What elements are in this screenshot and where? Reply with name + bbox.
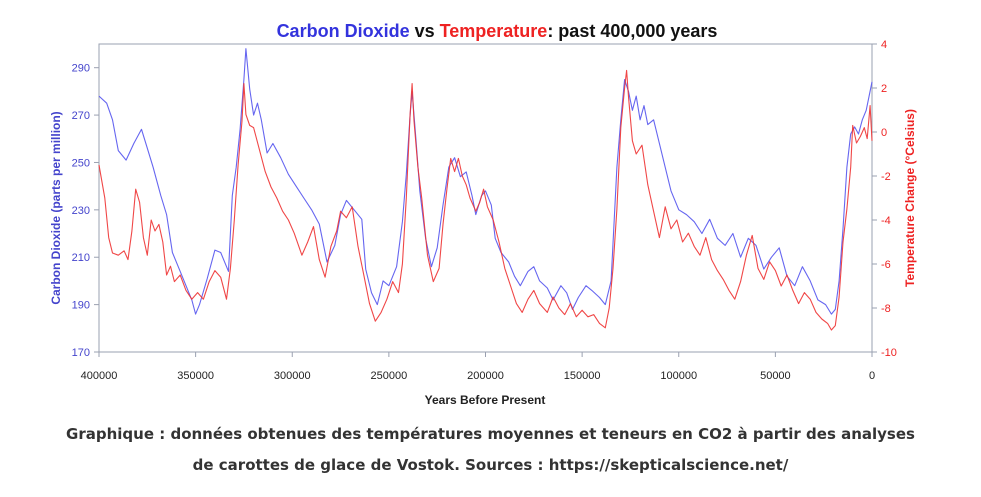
x-tick-label: 0: [869, 370, 875, 382]
title-part: Temperature: [440, 21, 548, 41]
x-tick-label: 300000: [274, 370, 311, 382]
x-tick-label: 150000: [564, 370, 601, 382]
x-tick-label: 100000: [660, 370, 697, 382]
x-axis-ticks: 400000 350000 300000 250000 200000 150000 1000…: [81, 352, 875, 382]
x-axis-label: Years Before Present: [425, 393, 546, 407]
right-tick-label: 0: [881, 127, 887, 139]
temperature-series-line: [98, 69, 873, 331]
x-tick-label: 350000: [177, 370, 214, 382]
right-tick-label: -6: [881, 259, 891, 271]
left-tick-label: 250: [72, 157, 90, 169]
title-part: Carbon Dioxide: [277, 21, 410, 41]
series-layer: [98, 48, 873, 331]
x-tick-label: 200000: [467, 370, 504, 382]
left-tick-label: 170: [72, 347, 90, 359]
x-tick-label: 400000: [81, 370, 118, 382]
title-part: : past 400,000 years: [547, 21, 717, 41]
right-tick-label: 2: [881, 83, 887, 95]
left-axis-ticks: 290 270 250 230 210 190 170: [72, 63, 99, 359]
chart-title: Carbon Dioxide vs Temperature: past 400,…: [277, 21, 718, 41]
co2-series-line: [98, 48, 873, 315]
right-tick-label: -10: [881, 347, 897, 359]
left-tick-label: 190: [72, 300, 90, 312]
right-tick-label: -4: [881, 215, 891, 227]
right-tick-label: 4: [881, 39, 887, 51]
x-tick-label: 50000: [760, 370, 791, 382]
right-axis-ticks: 4 2 0 -2 -4 -6 -8 -10: [872, 39, 897, 359]
co2-vs-temperature-chart: Carbon Dioxide vs Temperature: past 400,…: [49, 21, 917, 407]
title-part: vs: [410, 21, 440, 41]
right-tick-label: -8: [881, 303, 891, 315]
left-tick-label: 290: [72, 63, 90, 75]
left-tick-label: 210: [72, 252, 90, 264]
right-axis-label: Temperature Change (°Celsius): [903, 109, 917, 287]
caption-line-1: Graphique : données obtenues des tempéra…: [66, 425, 915, 443]
caption-line-2: de carottes de glace de Vostok. Sources …: [192, 456, 789, 474]
right-tick-label: -2: [881, 171, 891, 183]
left-axis-label: Carbon Dioxide (parts per million): [49, 111, 63, 304]
left-tick-label: 270: [72, 110, 90, 122]
x-tick-label: 250000: [371, 370, 408, 382]
left-tick-label: 230: [72, 205, 90, 217]
